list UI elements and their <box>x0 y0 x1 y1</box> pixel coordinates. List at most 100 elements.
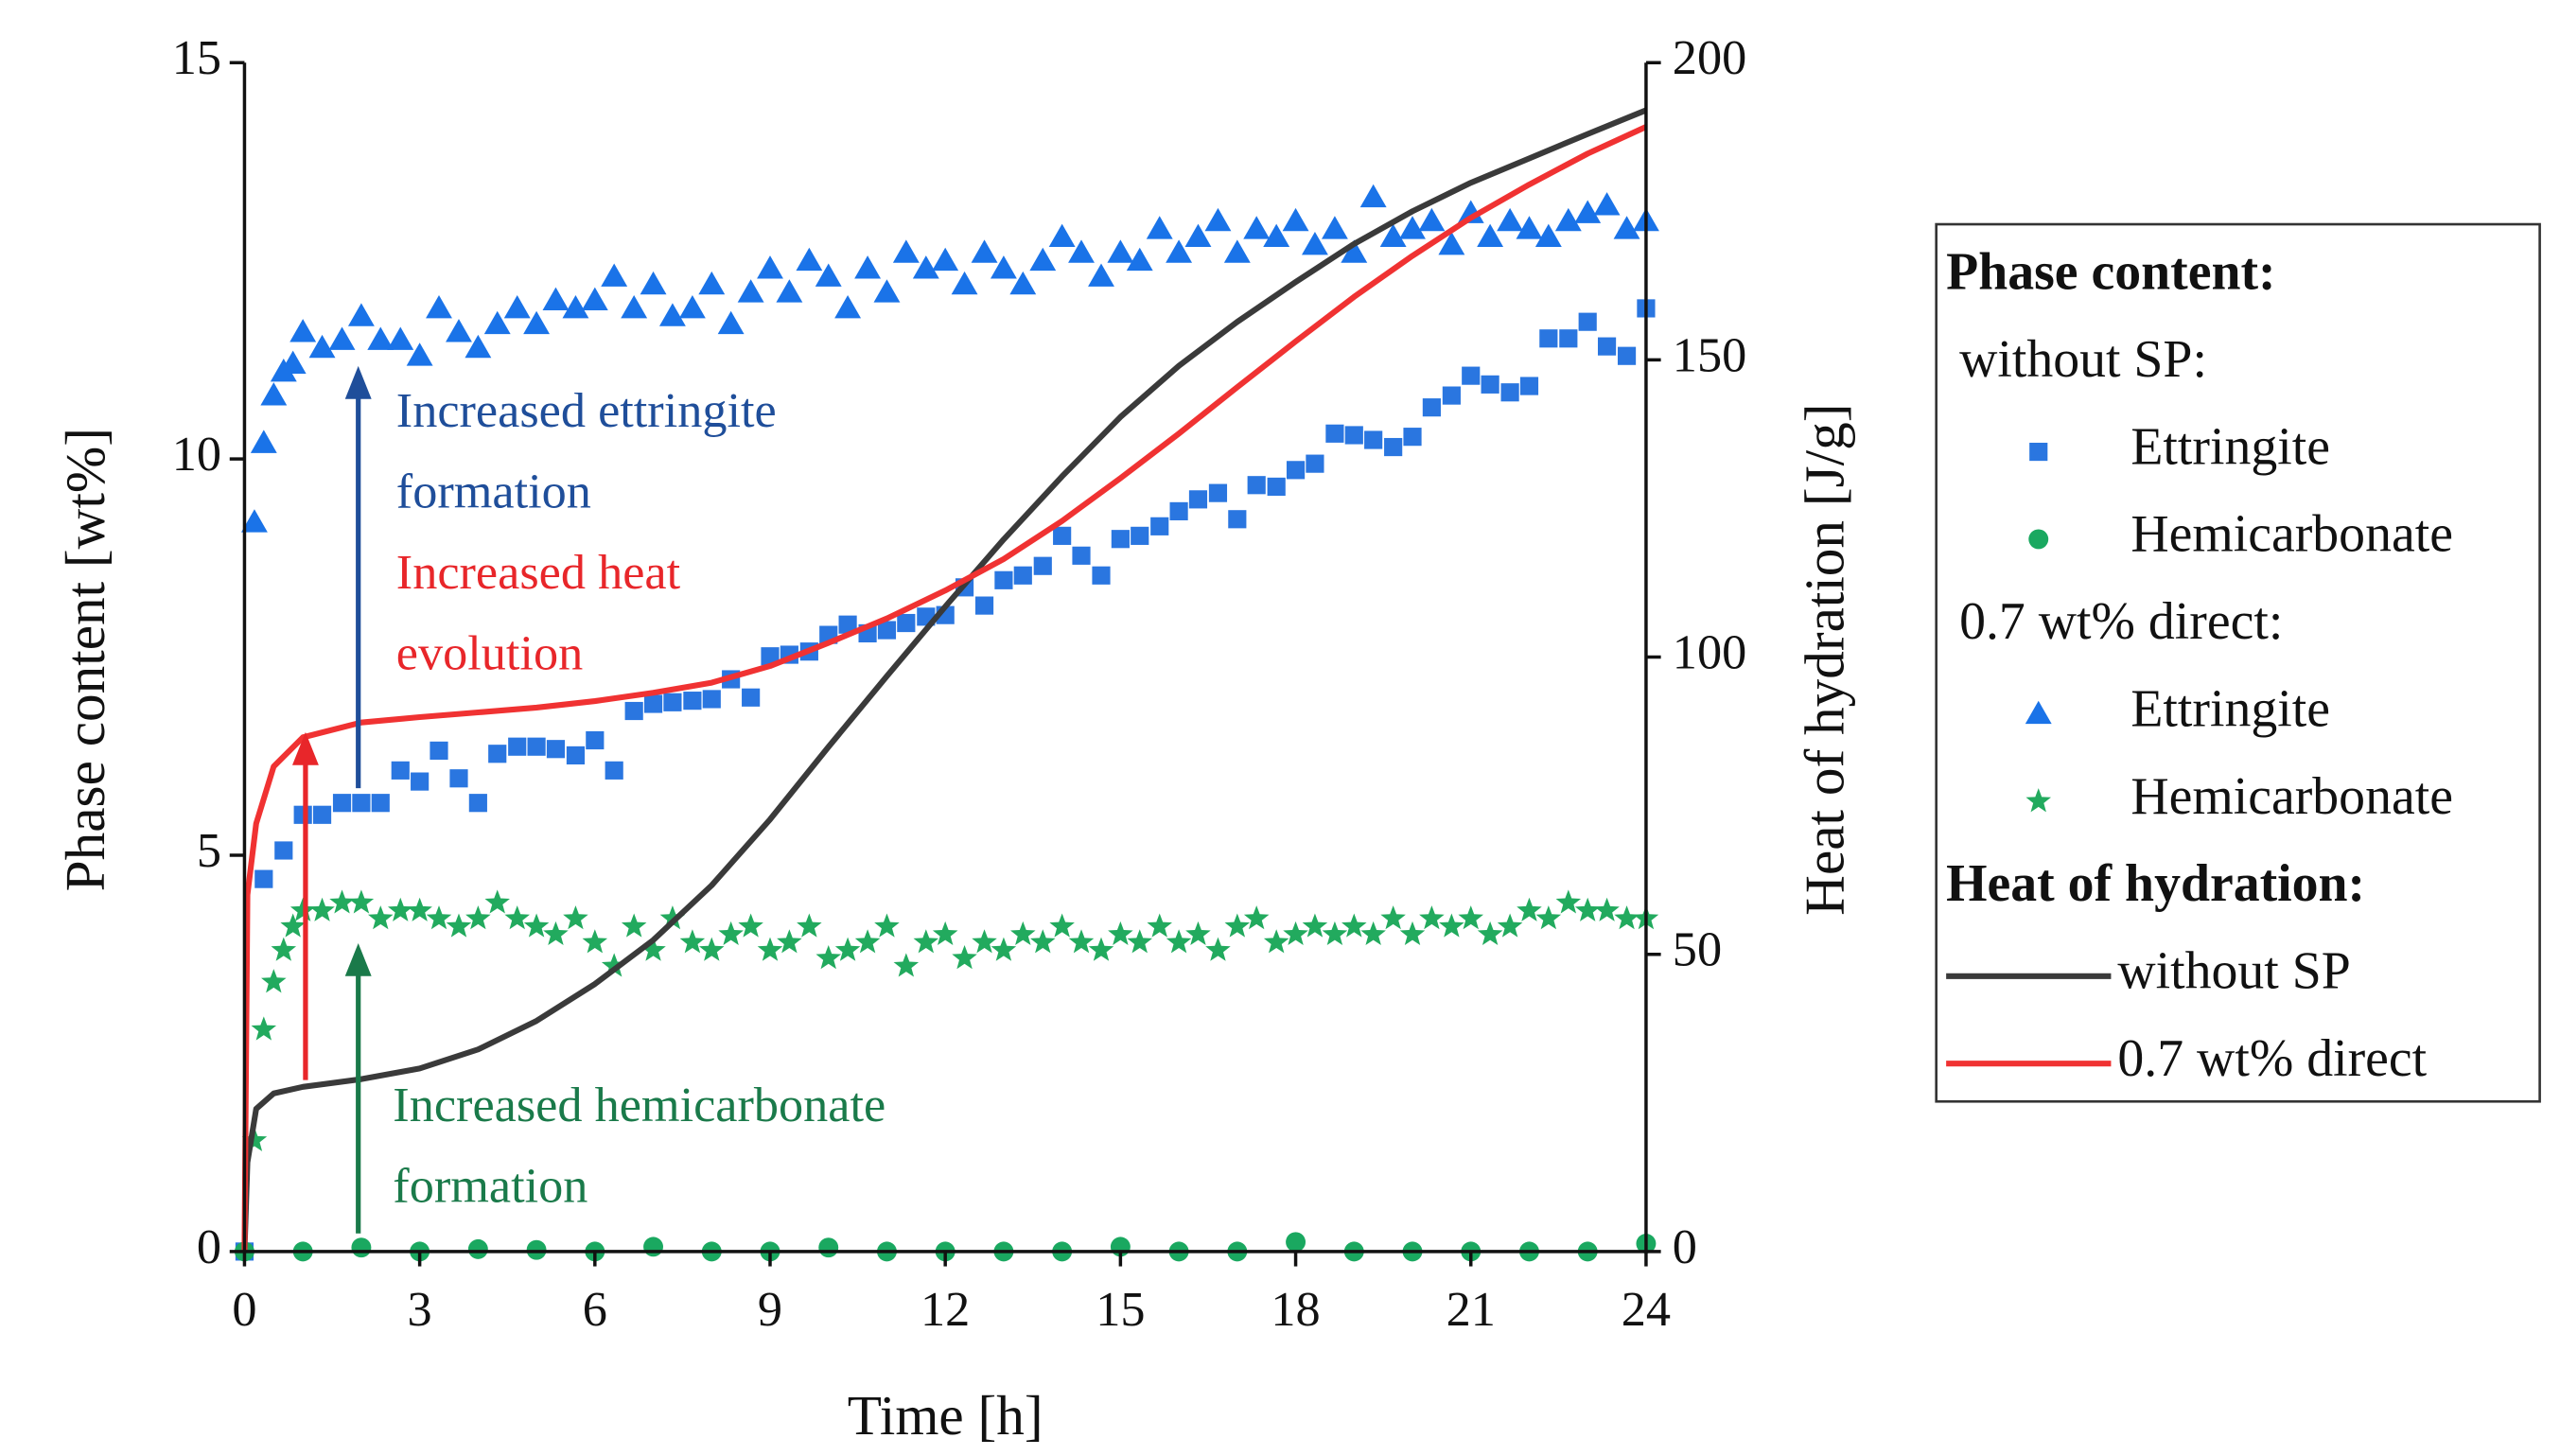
legend-label: without SP <box>2117 942 2350 1001</box>
data-point <box>1247 476 1266 495</box>
legend-heading: 0.7 wt% direct: <box>1959 592 2283 651</box>
data-point <box>913 929 939 954</box>
data-point <box>387 897 413 921</box>
data-point <box>309 897 335 921</box>
data-point <box>1302 913 1328 938</box>
data-point <box>1594 897 1620 921</box>
data-point <box>932 921 958 946</box>
data-point <box>1419 905 1445 930</box>
data-point <box>280 913 306 938</box>
data-point <box>912 255 939 279</box>
data-point <box>601 953 627 977</box>
x-tick-label: 21 <box>1447 1282 1496 1337</box>
data-point <box>1267 477 1286 497</box>
data-point <box>1364 430 1383 449</box>
data-point <box>1283 921 1308 946</box>
data-point <box>893 953 920 977</box>
data-point <box>1322 921 1348 946</box>
data-point <box>581 287 608 311</box>
annotation: Increased hemicarbonate <box>393 1078 885 1132</box>
data-point <box>699 937 725 961</box>
data-point <box>1497 913 1523 938</box>
x-tick-label: 6 <box>583 1282 607 1337</box>
legend-marker <box>2025 700 2052 725</box>
data-point <box>990 255 1017 279</box>
data-point <box>815 263 842 287</box>
data-point <box>971 239 998 263</box>
data-point <box>892 239 920 263</box>
data-point <box>1111 530 1130 549</box>
data-point <box>254 869 273 888</box>
data-point <box>1500 383 1519 402</box>
data-point <box>698 271 726 295</box>
legend-marker <box>2029 442 2048 462</box>
data-point <box>1013 566 1032 585</box>
data-point <box>1341 913 1367 938</box>
y2-tick-label: 0 <box>1673 1219 1697 1274</box>
data-point <box>1519 377 1539 395</box>
data-point <box>1399 921 1426 946</box>
data-point <box>1379 223 1407 247</box>
y2-axis-title: Heat of hydration [J/g] <box>1794 404 1856 916</box>
data-point <box>488 745 507 763</box>
data-point <box>717 310 745 335</box>
data-point <box>1380 905 1406 930</box>
data-point <box>1108 921 1133 946</box>
data-point <box>1325 424 1344 443</box>
data-point <box>621 913 647 938</box>
data-point <box>1088 937 1114 961</box>
legend-marker <box>2028 529 2049 550</box>
data-point <box>1150 517 1169 535</box>
data-point <box>643 694 663 713</box>
data-point <box>1555 889 1582 914</box>
data-point <box>329 889 355 914</box>
data-point <box>351 1237 372 1258</box>
data-point <box>240 509 268 533</box>
data-point <box>796 247 823 272</box>
data-point <box>1438 231 1465 255</box>
data-point <box>1458 905 1484 930</box>
data-point <box>368 905 394 930</box>
data-point <box>1442 386 1461 405</box>
data-point <box>430 741 448 760</box>
data-point <box>1033 556 1052 575</box>
data-point <box>328 326 356 350</box>
data-point <box>546 740 566 759</box>
data-point <box>702 690 721 709</box>
x-axis-title: Time [h] <box>848 1384 1043 1447</box>
data-point <box>563 905 588 930</box>
data-point <box>1614 905 1639 930</box>
data-point <box>347 303 375 326</box>
data-point <box>643 1237 664 1257</box>
data-point <box>1286 1232 1306 1253</box>
data-point <box>757 937 783 961</box>
data-point <box>1457 200 1484 223</box>
data-point <box>1578 312 1597 331</box>
data-point <box>1166 239 1193 263</box>
data-point <box>1204 207 1232 232</box>
arrow-head <box>291 731 319 765</box>
data-point <box>994 570 1013 589</box>
data-point <box>991 937 1017 961</box>
data-point <box>371 794 390 813</box>
data-point <box>1208 483 1228 502</box>
data-point <box>1481 375 1499 394</box>
data-point <box>1539 329 1558 348</box>
data-point <box>1559 329 1578 348</box>
data-point <box>407 897 432 921</box>
data-point <box>738 913 763 938</box>
data-point <box>601 263 628 287</box>
data-point <box>289 897 316 921</box>
heat-line <box>241 107 1648 1252</box>
data-point <box>1107 239 1134 263</box>
data-point <box>449 769 468 788</box>
data-point <box>446 913 472 938</box>
data-point <box>261 969 287 993</box>
data-point <box>951 271 978 295</box>
data-point <box>1169 501 1188 520</box>
data-point <box>877 621 897 640</box>
data-point <box>465 334 492 359</box>
data-point <box>1009 271 1037 295</box>
data-point <box>250 430 277 453</box>
data-point <box>1462 366 1481 385</box>
